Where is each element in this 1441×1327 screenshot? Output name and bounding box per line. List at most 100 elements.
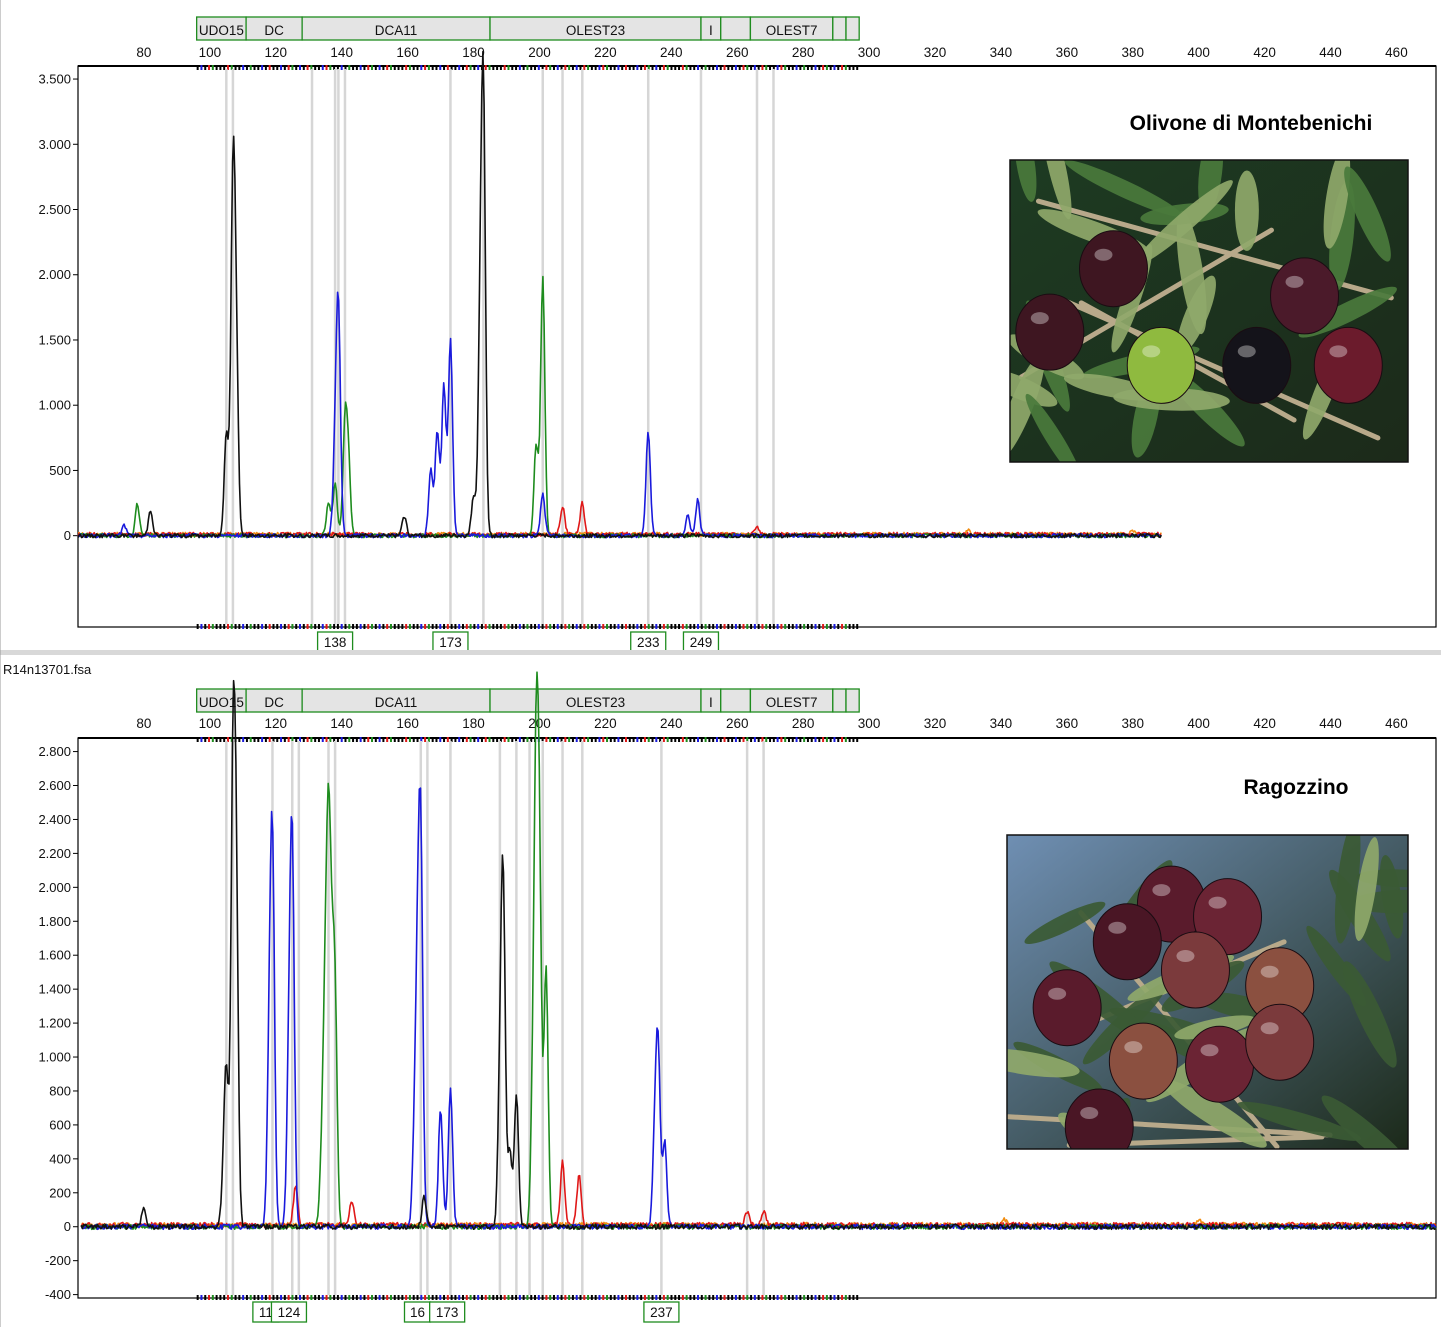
bin-hatch: [522, 1295, 525, 1300]
bin-hatch: [761, 624, 764, 629]
bin-hatch: [511, 1295, 514, 1300]
marker-label: DCA11: [375, 23, 418, 38]
bin-hatch: [628, 1295, 631, 1300]
bin-hatch: [473, 65, 476, 70]
allele-call-box[interactable]: [270, 1301, 308, 1323]
bin-hatch: [655, 65, 658, 70]
bin-hatch: [412, 1295, 415, 1300]
bin-hatch: [700, 65, 703, 70]
marker-box[interactable]: [845, 688, 860, 713]
bin-hatch: [359, 737, 362, 742]
x-tick-label: 400: [1187, 716, 1210, 731]
bin-hatch: [507, 65, 510, 70]
bin-hatch: [852, 624, 855, 629]
bin-hatch: [844, 1295, 847, 1300]
trace-black: [77, 50, 1163, 539]
bin-hatch: [242, 65, 245, 70]
bin-hatch: [196, 1295, 199, 1300]
photo-border: [1009, 159, 1409, 463]
bin-hatch: [477, 65, 480, 70]
leaf-shape: [1354, 837, 1379, 941]
bin-hatch: [852, 65, 855, 70]
bin-hatch: [226, 624, 229, 629]
bin-hatch: [624, 65, 627, 70]
bin-hatch: [670, 65, 673, 70]
marker-box[interactable]: [845, 16, 860, 41]
allele-call-box[interactable]: [643, 1301, 680, 1323]
bin-hatch: [314, 624, 317, 629]
bin-hatch: [496, 1295, 499, 1300]
bin-hatch: [765, 624, 768, 629]
y-tick-label: 2.200: [38, 846, 71, 861]
bin-hatch: [602, 737, 605, 742]
bin-hatch: [708, 65, 711, 70]
marker-box[interactable]: [720, 16, 752, 41]
bin-hatch: [450, 1295, 453, 1300]
y-tick-label: -400: [45, 1287, 71, 1302]
allele-call-label: 11: [259, 1305, 273, 1320]
x-tick-label: 420: [1253, 45, 1276, 60]
bin-hatch: [401, 737, 404, 742]
bin-hatch: [253, 65, 256, 70]
bin-hatch: [329, 737, 332, 742]
bin-hatch: [571, 737, 574, 742]
bin-hatch: [276, 65, 279, 70]
bin-hatch: [352, 65, 355, 70]
marker-label: OLEST23: [566, 695, 625, 710]
bin-hatch: [564, 737, 567, 742]
allele-call-box[interactable]: [429, 1301, 466, 1323]
bin-hatch: [556, 65, 559, 70]
marker-box[interactable]: [832, 688, 847, 713]
olive-shape: [1245, 1003, 1315, 1081]
bin-hatch: [503, 1295, 506, 1300]
bin-hatch: [541, 624, 544, 629]
bin-hatch: [655, 1295, 658, 1300]
bin-hatch: [336, 1295, 339, 1300]
allele-call-label: 237: [650, 1305, 673, 1320]
bin-hatch: [541, 1295, 544, 1300]
leaf-shape: [1323, 160, 1351, 249]
bin-hatch: [715, 624, 718, 629]
bin-hatch: [408, 737, 411, 742]
bin-hatch: [230, 624, 233, 629]
marker-box[interactable]: [720, 688, 752, 713]
bin-hatch: [848, 624, 851, 629]
electropherogram-panel-olivone: UDO15 DC DCA11 OLEST23 I OLEST7 80 100 120 140 160…: [38, 16, 1437, 653]
bin-hatch: [765, 1295, 768, 1300]
bin-hatch: [829, 65, 832, 70]
marker-label: I: [709, 695, 713, 710]
bin-hatch: [803, 65, 806, 70]
bin-hatch: [556, 624, 559, 629]
bin-hatch: [712, 65, 715, 70]
bin-hatch: [549, 737, 552, 742]
bin-hatch: [708, 1295, 711, 1300]
bin-hatch: [613, 624, 616, 629]
marker-label: UDO15: [199, 23, 244, 38]
marker-box[interactable]: [832, 16, 847, 41]
bin-hatch: [803, 737, 806, 742]
y-tick-label: 1.800: [38, 914, 71, 929]
bin-hatch: [461, 624, 464, 629]
bin-hatch: [484, 624, 487, 629]
bin-hatch: [624, 1295, 627, 1300]
bin-hatch: [488, 65, 491, 70]
bin-hatch: [496, 624, 499, 629]
bin-hatch: [742, 737, 745, 742]
bin-hatch: [534, 65, 537, 70]
bin-hatch: [818, 65, 821, 70]
bin-hatch: [382, 624, 385, 629]
bin-hatch: [287, 737, 290, 742]
bin-hatch: [333, 737, 336, 742]
bin-hatch: [571, 624, 574, 629]
leaf-shape: [1162, 1080, 1267, 1148]
bin-hatch: [219, 65, 222, 70]
bin-hatch: [465, 65, 468, 70]
bin-hatch: [386, 737, 389, 742]
marker-label: OLEST7: [766, 23, 818, 38]
x-tick-label: 360: [1056, 45, 1079, 60]
bin-hatch: [697, 1295, 700, 1300]
bin-hatch: [317, 65, 320, 70]
bin-hatch: [344, 624, 347, 629]
bin-hatch: [530, 737, 533, 742]
bin-hatch: [355, 624, 358, 629]
